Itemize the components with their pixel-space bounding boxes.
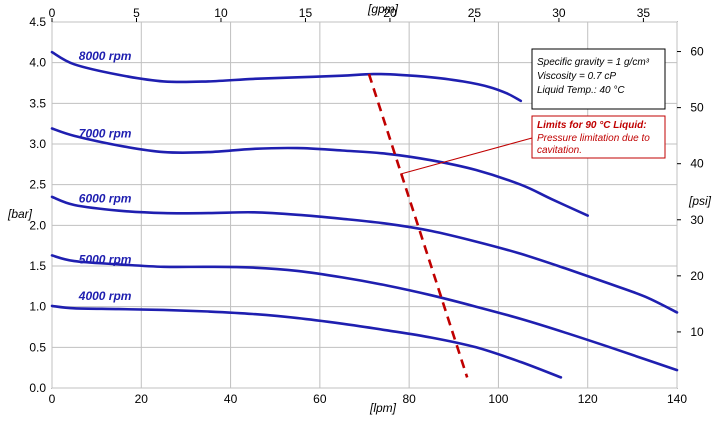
y-tick-label: 2.5 <box>29 178 46 192</box>
series-label-4000-rpm: 4000 rpm <box>78 289 132 303</box>
y-tick-label: 1.5 <box>29 259 46 273</box>
info-box <box>531 48 666 110</box>
x-tick-label: 20 <box>135 392 149 406</box>
axes: 0 20 40 60 80 100 120 1400.00.51.01.52.02.53.03… <box>7 2 712 415</box>
x2-tick-label: 20 <box>383 6 397 20</box>
y2-axis-label: [psi] <box>688 194 712 208</box>
info-box-line: Liquid Temp.: 40 °C <box>537 85 625 96</box>
y-tick-label: 4.5 <box>29 15 46 29</box>
y2-tick-label: 10 <box>690 325 704 339</box>
grid <box>51 21 678 389</box>
y2-tick-label: 60 <box>690 45 704 59</box>
x2-tick-label: 10 <box>214 6 228 20</box>
x-tick-label: 140 <box>667 392 687 406</box>
info-box-line: Viscosity = 0.7 cP <box>537 71 616 82</box>
y2-tick-label: 50 <box>690 101 704 115</box>
x2-tick-label: 25 <box>468 6 482 20</box>
limit-line <box>367 73 469 378</box>
series-line-7000-rpm <box>50 127 589 217</box>
y2-tick-label: 40 <box>690 157 704 171</box>
annotation-box <box>531 115 666 159</box>
x-tick-label: 40 <box>224 392 238 406</box>
x2-tick-label: 0 <box>49 6 56 20</box>
y-tick-label: 3.0 <box>29 137 46 151</box>
annotation-text: Pressure limitation due to <box>537 133 650 144</box>
series-line-6000-rpm <box>50 195 679 314</box>
annotation-text: cavitation. <box>537 145 582 156</box>
series-label-8000-rpm: 8000 rpm <box>79 49 132 63</box>
y-tick-label: 0.5 <box>29 340 46 354</box>
series-line-8000-rpm <box>50 50 523 103</box>
x-tick-label: 60 <box>313 392 327 406</box>
x-tick-label: 0 <box>49 392 56 406</box>
annotation-arrow <box>400 137 533 175</box>
x2-tick-label: 5 <box>133 6 140 20</box>
series-group: 8000 rpm 7000 rpm 6000 rpm 5000 rpm 4000 rpm <box>50 49 679 379</box>
series-label-5000-rpm: 5000 rpm <box>79 253 132 267</box>
x-tick-label: 80 <box>402 392 416 406</box>
series-line-4000-rpm <box>50 304 563 379</box>
x-tick-label: 120 <box>578 392 598 406</box>
y-tick-label: 3.5 <box>29 96 46 110</box>
x2-axis-label: [gpm] <box>367 2 399 16</box>
y2-tick-label: 20 <box>690 269 704 283</box>
series-line-5000-rpm <box>50 254 679 372</box>
info-box-line: Specific gravity = 1 g/cm³ <box>537 57 650 68</box>
x2-tick-label: 35 <box>637 6 651 20</box>
series-label-6000-rpm: 6000 rpm <box>79 192 132 206</box>
x2-tick-label: 15 <box>299 6 313 20</box>
overlays: Specific gravity = 1 g/cm³ Viscosity = 0.… <box>367 48 666 378</box>
y2-tick-label: 30 <box>690 213 704 227</box>
y-axis-label: [bar] <box>7 207 33 221</box>
x2-tick-label: 30 <box>552 6 566 20</box>
y-tick-label: 2.0 <box>29 218 46 232</box>
x-tick-label: 100 <box>488 392 508 406</box>
annotation-title: Limits for 90 °C Liquid: <box>537 120 647 131</box>
y-tick-label: 0.0 <box>29 381 46 395</box>
x-axis-label: [lpm] <box>369 401 397 415</box>
y-tick-label: 4.0 <box>29 56 46 70</box>
series-label-7000-rpm: 7000 rpm <box>79 126 132 140</box>
y-tick-label: 1.0 <box>29 300 46 314</box>
